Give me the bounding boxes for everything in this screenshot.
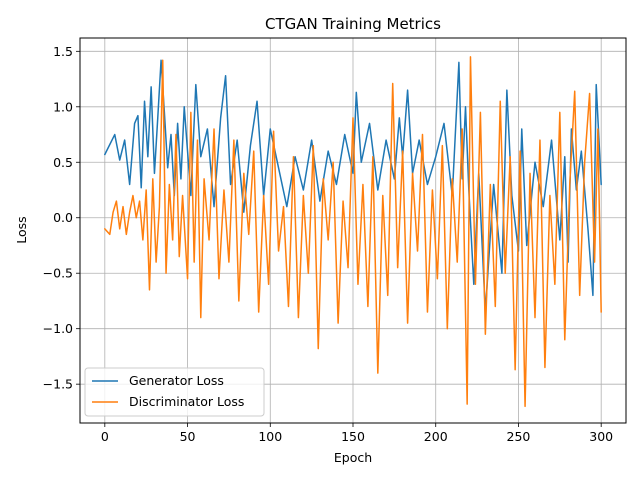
x-tick-label: 100: [258, 429, 282, 444]
legend-label-generator: Generator Loss: [129, 373, 224, 388]
y-tick-label: −1.5: [43, 377, 73, 392]
y-tick-label: 1.0: [53, 99, 73, 114]
x-axis-label: Epoch: [334, 450, 372, 465]
x-tick-label: 300: [589, 429, 613, 444]
series-layer: [104, 56, 602, 408]
y-tick-label: 1.5: [53, 44, 73, 59]
y-tick-label: −1.0: [43, 321, 73, 336]
legend: Generator Loss Discriminator Loss: [84, 367, 265, 417]
discriminator-loss-line: [104, 56, 602, 408]
x-tick-label: 50: [180, 429, 196, 444]
ticks: 0 50 100 150 200 250 300 −1.5 −1.0 −0.5 0.0 0.5 1.0 1…: [43, 44, 614, 444]
chart-title: CTGAN Training Metrics: [265, 15, 441, 33]
x-tick-label: 150: [341, 429, 365, 444]
legend-box: [84, 367, 265, 417]
y-tick-label: 0.0: [53, 210, 73, 225]
legend-label-discriminator: Discriminator Loss: [129, 394, 244, 409]
y-tick-label: 0.5: [53, 155, 73, 170]
x-tick-label: 250: [507, 429, 531, 444]
y-tick-label: −0.5: [43, 266, 73, 281]
x-tick-label: 0: [101, 429, 109, 444]
x-tick-label: 200: [424, 429, 448, 444]
y-axis-label: Loss: [14, 216, 29, 243]
